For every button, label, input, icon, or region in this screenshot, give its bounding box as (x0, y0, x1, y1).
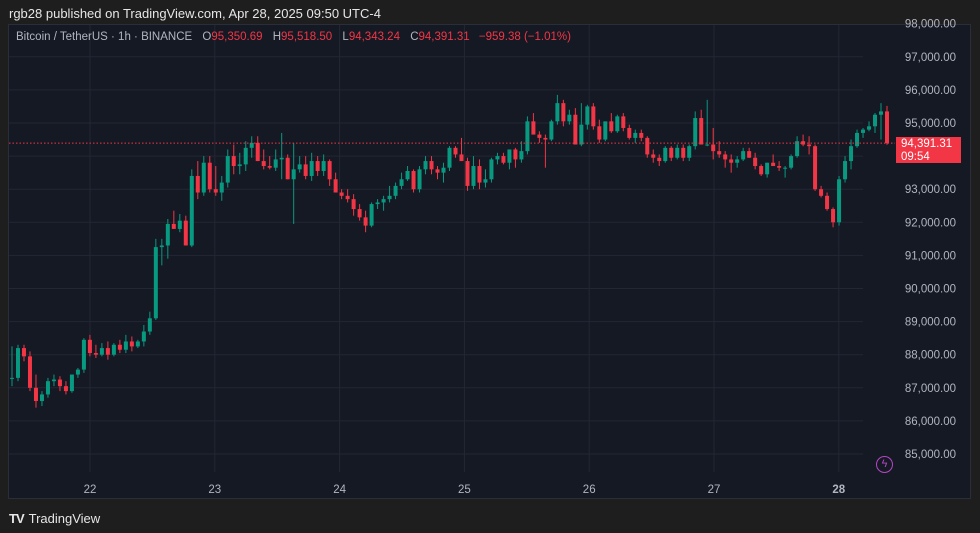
open-label: O (202, 31, 212, 43)
last-price-value: 94,391.31 (901, 138, 953, 150)
price-tick: 96,000.00 (905, 85, 956, 97)
brand-name: TradingView (28, 511, 101, 526)
change-value: −959.38 (−1.01%) (478, 31, 571, 43)
price-tick: 85,000.00 (905, 449, 956, 461)
date-tick: 24 (333, 484, 346, 496)
low-value: 94,343.24 (348, 31, 400, 43)
tradingview-logo-icon: TV (9, 511, 25, 526)
high-label: H (272, 31, 282, 43)
bar-countdown: 09:54 (901, 150, 930, 163)
price-tick: 95,000.00 (905, 118, 956, 130)
symbol-legend: Bitcoin / TetherUS · 1h · BINANCE O95,35… (16, 31, 571, 43)
time-axis[interactable]: 22 23 24 25 26 27 28 (84, 484, 846, 496)
price-axis[interactable]: 85,000.00 86,000.00 87,000.00 88,000.00 89,0… (905, 19, 956, 461)
footer-branding[interactable]: TV TradingView (9, 511, 100, 526)
chart-grid (9, 25, 863, 472)
chart-frame[interactable] (8, 24, 971, 499)
price-tick: 98,000.00 (905, 19, 956, 31)
date-tick: 25 (458, 484, 471, 496)
open-value: 95,350.69 (211, 31, 263, 43)
low-label: L (342, 31, 349, 43)
close-value: 94,391.31 (418, 31, 470, 43)
symbol-info: Bitcoin / TetherUS · 1h · BINANCE (16, 31, 193, 43)
price-tick: 97,000.00 (905, 52, 956, 64)
lightning-bolt-icon[interactable]: ϟ (876, 456, 893, 473)
publisher-caption: rgb28 published on TradingView.com, Apr … (9, 6, 381, 21)
close-label: C (410, 31, 419, 43)
price-tick: 86,000.00 (905, 416, 956, 428)
price-tick: 93,000.00 (905, 184, 956, 196)
high-value: 95,518.50 (281, 31, 333, 43)
date-tick: 22 (84, 484, 97, 496)
date-tick: 27 (708, 484, 721, 496)
price-tick: 87,000.00 (905, 383, 956, 395)
date-tick: 23 (208, 484, 221, 496)
date-tick: 28 (832, 484, 845, 496)
date-tick: 26 (583, 484, 596, 496)
price-tick: 91,000.00 (905, 250, 956, 262)
price-tick: 89,000.00 (905, 317, 956, 329)
last-price-label: 94,391.31 09:54 (896, 137, 961, 163)
candles (10, 94, 889, 408)
price-tick: 90,000.00 (905, 284, 956, 296)
price-tick: 88,000.00 (905, 350, 956, 362)
price-tick: 92,000.00 (905, 217, 956, 229)
